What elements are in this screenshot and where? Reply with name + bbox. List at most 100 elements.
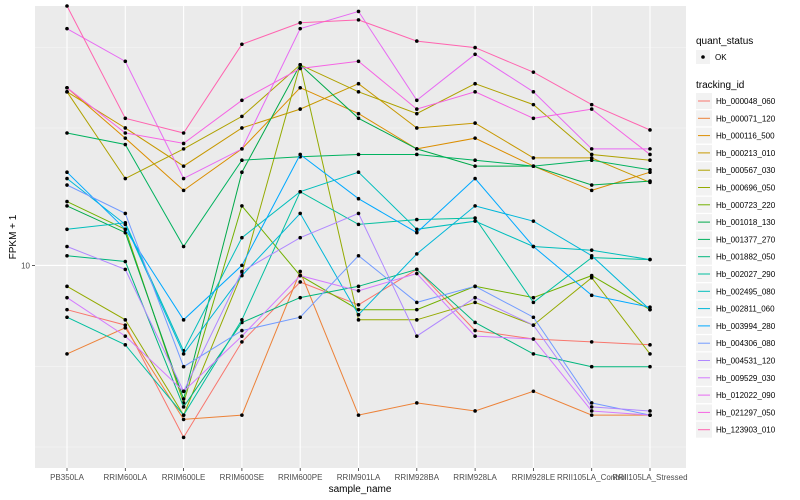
data-point bbox=[298, 295, 303, 300]
data-point bbox=[531, 70, 536, 74]
y-axis-title: FPKM + 1 bbox=[8, 214, 19, 259]
series-Hb_002811_060 bbox=[65, 176, 652, 356]
series-Hb_123903_010 bbox=[65, 4, 652, 135]
data-point bbox=[648, 352, 652, 356]
data-point bbox=[356, 81, 361, 86]
data-point bbox=[123, 142, 128, 147]
x-tick-label: RRIM928BA bbox=[395, 473, 440, 482]
data-point bbox=[473, 136, 477, 140]
data-point bbox=[356, 59, 361, 64]
data-point bbox=[531, 156, 536, 160]
series-Hb_001882_050 bbox=[65, 253, 652, 409]
data-point bbox=[123, 126, 128, 130]
data-point bbox=[298, 66, 303, 71]
series-Hb_001377_270 bbox=[65, 131, 652, 249]
data-point bbox=[531, 90, 536, 94]
data-point bbox=[356, 196, 361, 201]
data-point bbox=[648, 409, 652, 413]
data-point bbox=[531, 244, 536, 249]
color-legend-label: Hb_002495_080 bbox=[716, 287, 776, 296]
x-tick-label: RRIM600LA bbox=[104, 473, 148, 482]
data-point bbox=[181, 147, 186, 151]
data-point bbox=[123, 116, 128, 121]
data-point bbox=[123, 222, 128, 227]
data-point bbox=[531, 116, 536, 121]
data-point bbox=[181, 352, 186, 356]
data-point bbox=[123, 267, 128, 272]
color-legend-title: tracking_id bbox=[696, 80, 744, 91]
data-point bbox=[415, 307, 419, 312]
data-point bbox=[356, 170, 361, 175]
data-point bbox=[415, 126, 419, 130]
data-point bbox=[298, 315, 303, 320]
data-point bbox=[473, 320, 477, 325]
data-point bbox=[473, 219, 477, 223]
data-point bbox=[123, 176, 128, 181]
color-legend-label: Hb_001882_050 bbox=[716, 253, 776, 262]
data-point bbox=[240, 328, 244, 333]
data-point bbox=[589, 409, 594, 413]
x-tick-label: RRIM928LA bbox=[453, 473, 497, 482]
data-point bbox=[473, 334, 477, 338]
data-point bbox=[648, 167, 652, 172]
series-Hb_001018_130 bbox=[65, 63, 652, 401]
data-point bbox=[123, 131, 128, 135]
data-point bbox=[531, 352, 536, 356]
x-axis-ticks: PB350LA RRIM600LA RRIM600LE RRIM600SE RRIM60… bbox=[50, 468, 688, 482]
y-axis-ticks: 10 bbox=[21, 261, 35, 270]
data-point bbox=[589, 188, 594, 193]
data-point bbox=[415, 318, 419, 322]
series-Hb_000567_030 bbox=[65, 63, 652, 181]
series-Hb_021297_050 bbox=[65, 59, 652, 157]
data-point bbox=[356, 413, 361, 417]
data-point bbox=[648, 307, 652, 312]
data-point bbox=[65, 315, 69, 320]
x-tick-label: RRIM600LE bbox=[162, 473, 206, 482]
data-point bbox=[473, 300, 477, 305]
data-point bbox=[240, 126, 244, 130]
x-tick-label: PB350LA bbox=[50, 473, 84, 482]
data-point bbox=[589, 401, 594, 405]
data-point bbox=[181, 417, 186, 422]
data-point bbox=[648, 158, 652, 163]
data-point bbox=[415, 111, 419, 116]
x-tick-label: RRIM901LA bbox=[337, 473, 381, 482]
data-point bbox=[531, 295, 536, 300]
data-point bbox=[123, 136, 128, 140]
color-legend-label: Hb_003994_280 bbox=[716, 322, 776, 331]
data-point bbox=[589, 413, 594, 417]
data-point bbox=[65, 199, 69, 204]
data-point bbox=[473, 295, 477, 300]
data-point bbox=[356, 152, 361, 157]
legend: quant_status OK tracking_id Hb_000048_06… bbox=[696, 36, 776, 438]
data-point bbox=[473, 216, 477, 220]
data-point bbox=[648, 128, 652, 132]
data-point bbox=[240, 158, 244, 163]
data-point bbox=[181, 164, 186, 168]
series-Hb_004531_120 bbox=[65, 211, 652, 413]
data-point bbox=[181, 318, 186, 322]
data-point bbox=[473, 158, 477, 163]
data-point bbox=[589, 364, 594, 369]
data-point bbox=[415, 152, 419, 157]
data-point bbox=[65, 244, 69, 249]
shape-legend-title: quant_status bbox=[696, 36, 753, 47]
data-point bbox=[240, 340, 244, 344]
color-legend-label: Hb_000071_120 bbox=[716, 114, 776, 123]
data-point bbox=[648, 179, 652, 183]
data-point bbox=[356, 116, 361, 121]
data-point bbox=[415, 230, 419, 235]
data-point bbox=[181, 413, 186, 417]
data-point bbox=[65, 352, 69, 356]
data-point bbox=[531, 102, 536, 107]
data-point bbox=[531, 164, 536, 168]
data-point bbox=[589, 102, 594, 107]
data-point bbox=[356, 211, 361, 216]
data-point bbox=[415, 147, 419, 151]
data-point bbox=[473, 121, 477, 125]
color-legend-label: Hb_000213_010 bbox=[716, 149, 776, 158]
data-point bbox=[240, 263, 244, 268]
shape-legend-label: OK bbox=[715, 53, 727, 62]
data-point bbox=[123, 334, 128, 338]
